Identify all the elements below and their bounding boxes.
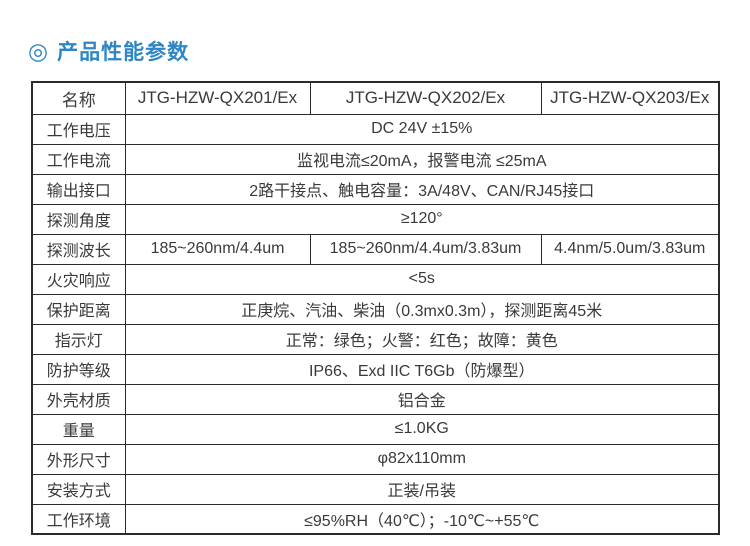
row-value: 185~260nm/4.4um/3.83um	[309, 233, 542, 265]
page: ◎ 产品性能参数 名称 JTG-HZW-QX201/Ex JTG-HZW-QX2…	[28, 36, 720, 535]
row-value: IP66、Exd IIC T6Gb（防爆型）	[124, 353, 720, 385]
table-row: 工作环境 ≤95%RH（40℃）；-10℃~+55℃	[31, 503, 720, 535]
row-label: 重量	[31, 413, 126, 445]
row-label: 安装方式	[31, 473, 126, 505]
table-header-row: 名称 JTG-HZW-QX201/Ex JTG-HZW-QX202/Ex JTG…	[31, 81, 720, 115]
table-row: 外壳材质 铝合金	[31, 383, 720, 415]
table-row: 火灾响应 <5s	[31, 263, 720, 295]
row-value: 4.4nm/5.0um/3.83um	[540, 233, 720, 265]
bullseye-icon: ◎	[28, 37, 49, 64]
row-value: 185~260nm/4.4um	[124, 233, 311, 265]
table-row: 保护距离 正庚烷、汽油、柴油（0.3mx0.3m），探测距离45米	[31, 293, 720, 325]
row-label: 工作电压	[31, 113, 126, 145]
header-model-1: JTG-HZW-QX201/Ex	[124, 81, 311, 115]
table-row: 工作电压 DC 24V ±15%	[31, 113, 720, 145]
table-row: 探测角度 ≥120°	[31, 203, 720, 235]
row-value: 正常：绿色；火警：红色；故障：黄色	[124, 323, 720, 355]
header-name: 名称	[31, 81, 126, 115]
row-value: φ82x110mm	[124, 443, 720, 475]
row-label: 工作环境	[31, 503, 126, 535]
row-value: DC 24V ±15%	[124, 113, 720, 145]
row-value: 2路干接点、触电容量：3A/48V、CAN/RJ45接口	[124, 173, 720, 205]
row-label: 火灾响应	[31, 263, 126, 295]
row-value: 正装/吊装	[124, 473, 720, 505]
row-label: 输出接口	[31, 173, 126, 205]
row-value: <5s	[124, 263, 720, 295]
table-row: 探测波长 185~260nm/4.4um 185~260nm/4.4um/3.83u…	[31, 233, 720, 265]
row-value: 正庚烷、汽油、柴油（0.3mx0.3m），探测距离45米	[124, 293, 720, 325]
table-row: 防护等级 IP66、Exd IIC T6Gb（防爆型）	[31, 353, 720, 385]
row-value: ≤1.0KG	[124, 413, 720, 445]
section-title: ◎ 产品性能参数	[28, 36, 720, 66]
row-label: 外壳材质	[31, 383, 126, 415]
row-value: 铝合金	[124, 383, 720, 415]
row-value: 监视电流≤20mA，报警电流 ≤25mA	[124, 143, 720, 175]
row-label: 指示灯	[31, 323, 126, 355]
table-row: 输出接口 2路干接点、触电容量：3A/48V、CAN/RJ45接口	[31, 173, 720, 205]
table-row: 工作电流 监视电流≤20mA，报警电流 ≤25mA	[31, 143, 720, 175]
row-value: ≤95%RH（40℃）；-10℃~+55℃	[124, 503, 720, 535]
table-row: 重量 ≤1.0KG	[31, 413, 720, 445]
table-row: 安装方式 正装/吊装	[31, 473, 720, 505]
row-label: 防护等级	[31, 353, 126, 385]
row-label: 外形尺寸	[31, 443, 126, 475]
row-label: 探测角度	[31, 203, 126, 235]
row-label: 保护距离	[31, 293, 126, 325]
table-row: 外形尺寸 φ82x110mm	[31, 443, 720, 475]
table-row: 指示灯 正常：绿色；火警：红色；故障：黄色	[31, 323, 720, 355]
row-label: 探测波长	[31, 233, 126, 265]
spec-table-body: 工作电压 DC 24V ±15% 工作电流 监视电流≤20mA，报警电流 ≤25mA 输…	[31, 113, 720, 535]
header-model-2: JTG-HZW-QX202/Ex	[309, 81, 542, 115]
header-model-3: JTG-HZW-QX203/Ex	[540, 81, 720, 115]
page-title: 产品性能参数	[57, 41, 190, 64]
spec-table: 名称 JTG-HZW-QX201/Ex JTG-HZW-QX202/Ex JTG…	[31, 81, 720, 535]
row-label: 工作电流	[31, 143, 126, 175]
row-value: ≥120°	[124, 203, 720, 235]
